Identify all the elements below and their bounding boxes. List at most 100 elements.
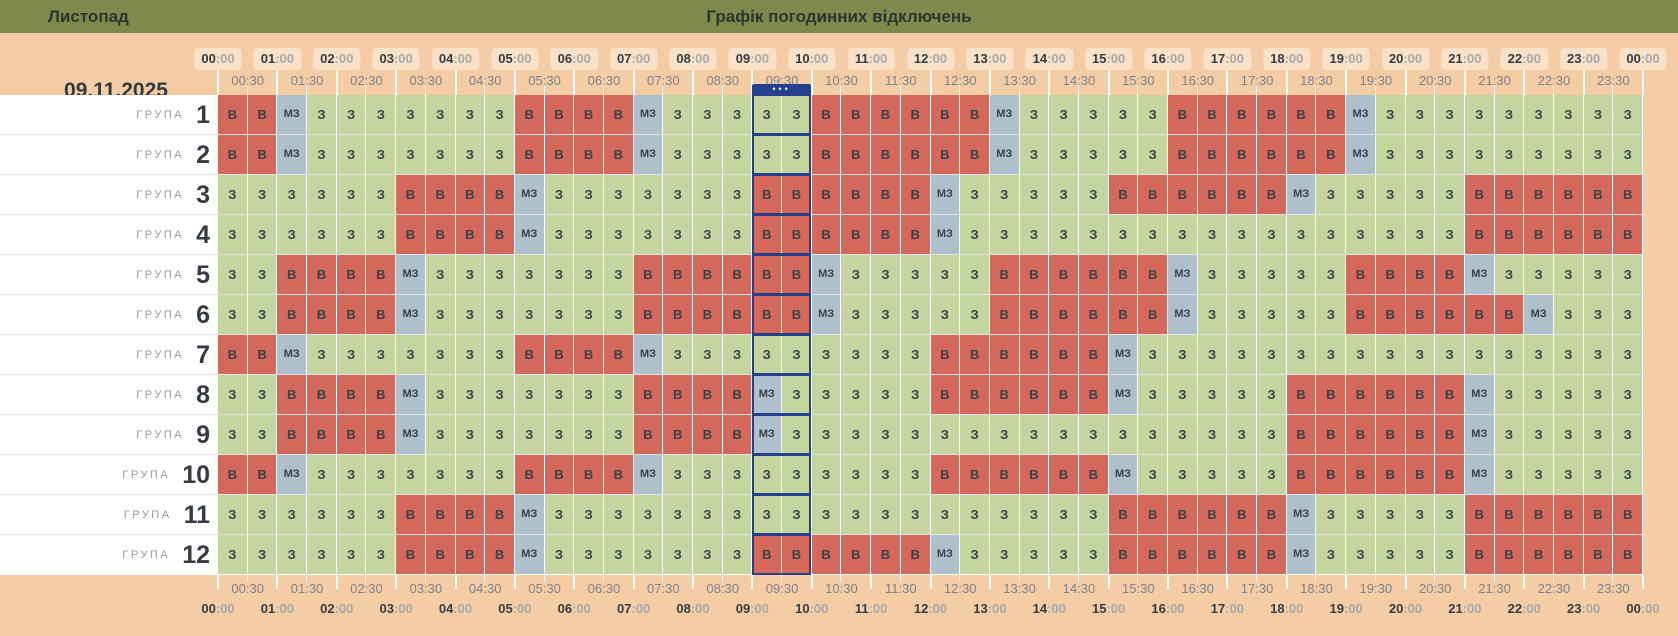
hour-tick xyxy=(1582,575,1585,589)
schedule-cell: З xyxy=(336,175,366,214)
half-hour-label: 18:30 xyxy=(1300,73,1333,88)
schedule-cell: З xyxy=(1049,215,1078,254)
schedule-cell: З xyxy=(1583,95,1613,134)
schedule-cell: З xyxy=(1524,375,1553,414)
schedule-cell: З xyxy=(455,295,485,334)
hour-text: 23 xyxy=(1566,51,1582,66)
schedule-cell: В xyxy=(336,415,366,454)
half-hour-label: 22:30 xyxy=(1537,73,1571,88)
hour-text: 08 xyxy=(676,601,691,616)
schedule-cell: З xyxy=(811,335,841,374)
hour-tick xyxy=(454,575,457,589)
time-header: 09.11.2025 00:00 01:00 02:00 03:00 04:00 05:0… xyxy=(0,33,1678,102)
schedule-cell: МЗ xyxy=(811,255,841,294)
hour-label: 00:00 xyxy=(194,48,242,70)
schedule-cell: В xyxy=(1138,255,1167,294)
schedule-cell: В xyxy=(1375,255,1405,294)
schedule-cell: З xyxy=(1346,535,1375,574)
schedule-cell: В xyxy=(811,175,841,214)
schedule-cell: З xyxy=(722,495,752,534)
schedule-cell: В xyxy=(841,215,871,254)
schedule-cell: З xyxy=(485,415,514,454)
schedule-cell: З xyxy=(1078,95,1108,134)
schedule-cell: З xyxy=(366,535,396,574)
schedule-cell: З xyxy=(603,175,633,214)
schedule-cell: З xyxy=(366,175,396,214)
schedule-cell: З xyxy=(693,535,722,574)
half-hour-tick xyxy=(1612,84,1614,95)
half-hour-label: 16:30 xyxy=(1181,73,1214,88)
schedule-cell: З xyxy=(1405,175,1435,214)
schedule-cell: З xyxy=(900,255,930,294)
schedule-cell: В xyxy=(811,95,841,134)
hour-text: 06 xyxy=(557,51,573,66)
schedule-cell: В xyxy=(811,215,841,254)
schedule-cell: В xyxy=(514,455,544,494)
schedule-cell: З xyxy=(1553,295,1583,334)
schedule-cell: З xyxy=(307,215,336,254)
schedule-cell: В xyxy=(1227,135,1257,174)
group-label-row: ГРУПА 9 xyxy=(0,415,210,455)
hour-label: 12:00 xyxy=(906,48,955,70)
schedule-cell: В xyxy=(574,335,603,374)
schedule-cell: В xyxy=(1553,175,1583,214)
schedule-cell: З xyxy=(752,455,782,494)
hour-tick xyxy=(692,575,694,589)
half-hour-tick xyxy=(484,575,486,582)
footer-hour-label: 21:00 xyxy=(1448,601,1481,616)
schedule-cell: В xyxy=(514,135,544,174)
schedule-cell: В xyxy=(782,295,811,334)
hour-text: 06 xyxy=(557,601,573,616)
schedule-cell: В xyxy=(218,335,247,374)
schedule-cell: З xyxy=(693,455,722,494)
schedule-cell: МЗ xyxy=(989,95,1019,134)
current-time-marker: ••• xyxy=(752,84,811,95)
half-hour-label: 06:30 xyxy=(587,73,621,88)
group-number: 5 xyxy=(196,261,210,289)
schedule-cell: З xyxy=(247,175,277,214)
group-word: ГРУПА xyxy=(136,269,185,281)
footer-half-hour-label: 07:30 xyxy=(647,581,680,596)
half-hour-tick xyxy=(721,84,723,95)
schedule-cell: З xyxy=(811,375,841,414)
schedule-cell: З xyxy=(336,215,366,254)
footer-hour-label: 02:00 xyxy=(320,601,353,616)
schedule-cell: З xyxy=(1257,375,1286,414)
schedule-cell: З xyxy=(307,535,336,574)
hour-tick xyxy=(1642,70,1644,95)
footer-hour-label: 14:00 xyxy=(1033,601,1066,616)
schedule-cell: З xyxy=(663,95,692,134)
schedule-cell: З xyxy=(633,495,663,534)
footer-half-hour-label: 21:30 xyxy=(1478,581,1511,596)
schedule-cell: В xyxy=(1494,215,1524,254)
schedule-cell: В xyxy=(1227,95,1257,134)
schedule-cell: З xyxy=(1138,375,1167,414)
schedule-cell: З xyxy=(782,415,811,454)
schedule-cell: З xyxy=(1257,295,1286,334)
schedule-cell: З xyxy=(544,175,574,214)
hour-tick xyxy=(217,70,219,95)
schedule-cell: В xyxy=(1049,335,1078,374)
schedule-cell: З xyxy=(1524,455,1553,494)
hour-text: 07 xyxy=(616,601,632,616)
schedule-cell: З xyxy=(336,135,366,174)
schedule-cell: З xyxy=(752,495,782,534)
schedule-cell: З xyxy=(277,215,307,254)
footer-half-hour-label: 05:30 xyxy=(528,581,561,596)
schedule-cell: В xyxy=(1524,175,1553,214)
minute-text: :00 xyxy=(1403,601,1423,616)
schedule-cell: З xyxy=(1168,375,1197,414)
schedule-cell: З xyxy=(1227,375,1257,414)
hour-text: 12 xyxy=(913,51,929,66)
schedule-cell: В xyxy=(722,375,752,414)
schedule-cell: З xyxy=(782,95,811,134)
schedule-cell: В xyxy=(1227,495,1257,534)
schedule-cell: В xyxy=(1583,175,1613,214)
hour-text: 22 xyxy=(1507,601,1523,616)
footer-hour-label: 07:00 xyxy=(617,601,650,616)
schedule-cell: В xyxy=(1108,495,1138,534)
schedule-cell: З xyxy=(1316,335,1346,374)
group-label-row: ГРУПА 12 xyxy=(0,535,210,575)
schedule-cell: З xyxy=(544,495,574,534)
schedule-cell: В xyxy=(1197,135,1227,174)
